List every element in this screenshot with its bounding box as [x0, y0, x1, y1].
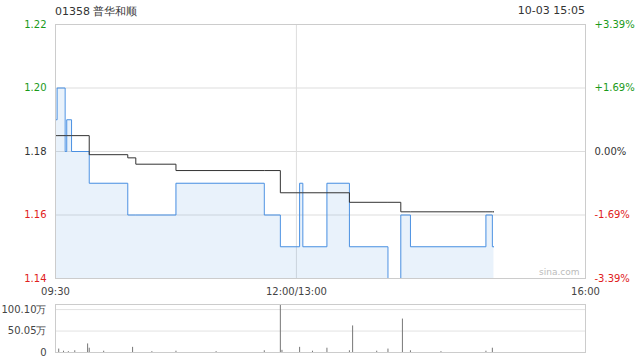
svg-text:12:00/13:00: 12:00/13:00	[266, 286, 327, 297]
svg-text:50.05万: 50.05万	[8, 325, 47, 336]
svg-text:+3.39%: +3.39%	[595, 19, 635, 30]
svg-text:1.18: 1.18	[24, 146, 46, 157]
svg-text:-3.39%: -3.39%	[595, 273, 630, 284]
svg-text:1.16: 1.16	[24, 209, 46, 220]
svg-text:100.10万: 100.10万	[2, 304, 47, 315]
svg-text:-1.69%: -1.69%	[595, 209, 630, 220]
svg-text:0.00%: 0.00%	[595, 146, 627, 157]
svg-text:09:30: 09:30	[41, 286, 70, 297]
svg-text:1.14: 1.14	[24, 273, 46, 284]
svg-text:16:00: 16:00	[571, 286, 600, 297]
svg-text:sina.com: sina.com	[539, 267, 580, 277]
svg-text:+1.69%: +1.69%	[595, 82, 635, 93]
svg-text:0: 0	[40, 347, 46, 358]
svg-text:1.20: 1.20	[24, 82, 46, 93]
svg-text:1.22: 1.22	[24, 19, 46, 30]
html-text:01358 普华和顺: 01358 普华和顺	[55, 5, 138, 18]
html-text:10-03 15:05: 10-03 15:05	[517, 4, 585, 17]
